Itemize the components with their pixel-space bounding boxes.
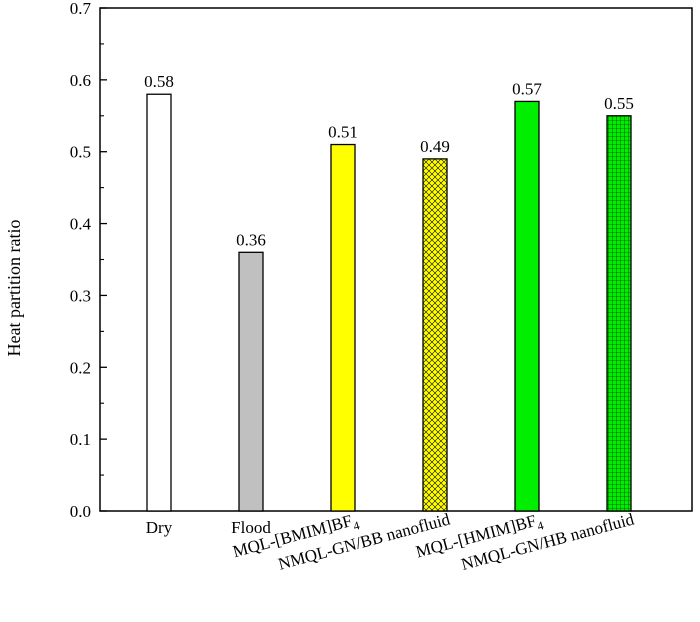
y-tick-label: 0.1 [70,430,91,449]
bar [606,115,632,512]
bar-value-label: 0.51 [328,123,358,142]
bar [422,158,448,512]
y-tick-label: 0.2 [70,358,91,377]
bar [146,93,172,512]
x-category-label: Flood [231,518,271,537]
bar-value-label: 0.36 [236,230,266,249]
y-tick-label: 0.7 [70,0,92,18]
plot-frame [99,7,693,512]
y-tick-label: 0.3 [70,286,91,305]
bar [330,143,356,512]
bars-layer [146,93,632,512]
y-tick-label: 0.5 [70,143,91,162]
y-axis: 0.0 0.1 0.2 0.3 0.4 0.5 0.6 0.7 [70,0,107,521]
bar [238,251,264,512]
bar-value-label: 0.58 [144,72,174,91]
x-category-label: Dry [146,518,173,537]
bar [514,100,540,512]
y-tick-label: 0.4 [70,215,92,234]
bar-value-label: 0.49 [420,137,450,156]
y-tick-label: 0.0 [70,502,91,521]
y-tick-label: 0.6 [70,71,91,90]
plot-area [99,7,693,512]
bar-value-label: 0.57 [512,79,542,98]
y-axis-title: Heat partition ratio [4,220,24,357]
value-labels-layer: 0.58 0.36 0.51 0.49 0.57 0.55 [144,72,634,249]
bar-value-label: 0.55 [604,94,634,113]
